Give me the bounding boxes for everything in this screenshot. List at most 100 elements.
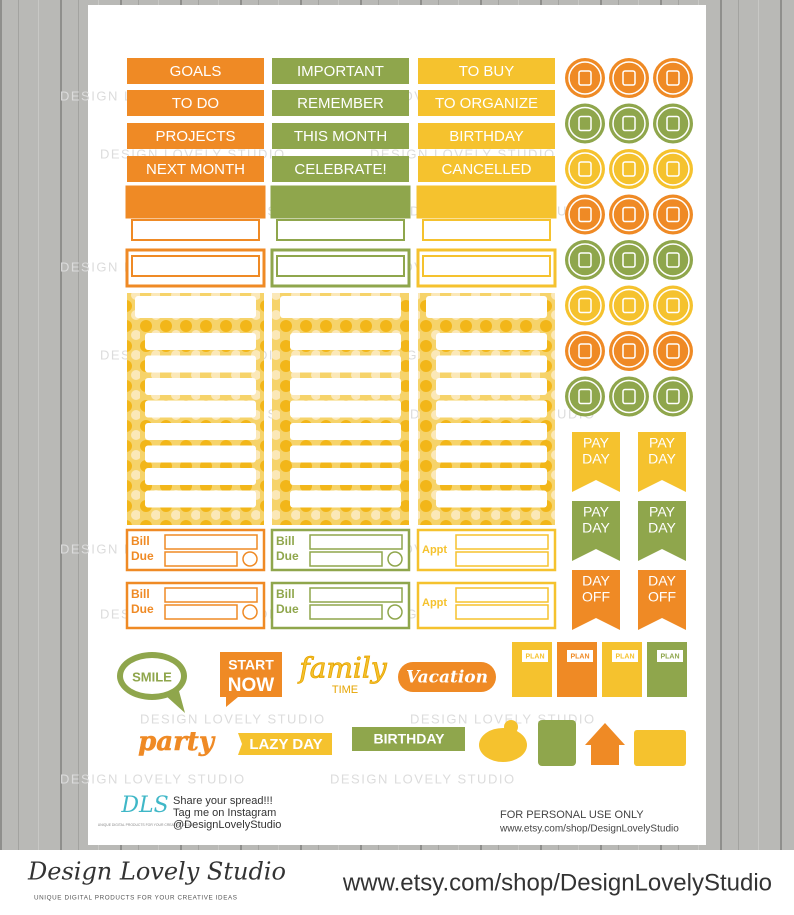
label-text: BIRTHDAY (449, 128, 523, 145)
write-box (436, 355, 547, 373)
flag-text: DAY (648, 451, 676, 467)
word-sticker: START (228, 657, 274, 673)
speech-bubble (123, 658, 181, 694)
write-box (422, 219, 551, 241)
label-text: TO BUY (459, 63, 515, 80)
icon-ring (568, 197, 602, 232)
flag-text: OFF (648, 589, 676, 605)
icon-sticker (653, 103, 693, 144)
icon-ring (612, 243, 646, 277)
label-sticker (272, 90, 409, 116)
icon (578, 388, 592, 405)
icon-sticker (609, 149, 649, 189)
write-box (309, 587, 403, 603)
label-text: REMEMBER (297, 95, 384, 112)
label-sticker (418, 90, 555, 116)
icon (666, 161, 680, 177)
icon-ring (568, 61, 602, 95)
icon (666, 388, 680, 405)
watermark: DESIGN LOVELY STUDIO (140, 711, 326, 726)
icon-sticker (653, 285, 693, 326)
write-box (455, 604, 549, 620)
label-text: NEXT MONTH (146, 161, 245, 178)
write-box (309, 551, 383, 567)
icon (622, 297, 636, 314)
icon-sticker (565, 240, 605, 280)
write-box (164, 604, 238, 620)
icon-sticker (565, 285, 605, 326)
write-box (436, 333, 547, 350)
write-box (145, 333, 256, 350)
flag-text: OFF (582, 589, 610, 605)
icon-ring (656, 334, 690, 368)
label-sticker (272, 156, 409, 182)
icon (622, 252, 636, 268)
word-sticker: TIME (332, 684, 358, 696)
write-box (145, 490, 256, 508)
flag-sticker (638, 432, 686, 492)
flag-sticker (638, 570, 686, 630)
word-sticker: NOW (228, 675, 275, 696)
word-bg (238, 733, 332, 755)
write-box (436, 400, 547, 418)
icon (622, 115, 636, 132)
flag-text: PAY (583, 504, 610, 520)
icon-ring (568, 334, 602, 368)
flag-sticker (572, 570, 620, 630)
word-sticker: party (138, 727, 216, 757)
coin (504, 720, 518, 734)
footer-tagline: UNIQUE DIGITAL PRODUCTS FOR YOUR CREATIV… (34, 895, 238, 902)
label-sticker (127, 156, 264, 182)
checkbox (242, 551, 258, 567)
label-sticker (127, 58, 264, 84)
bill-text: Bill (276, 587, 295, 601)
icon-sticker (609, 376, 649, 417)
write-box (455, 551, 549, 567)
icon-sticker (653, 58, 693, 98)
write-box (276, 219, 405, 241)
icon (578, 115, 592, 132)
icon-sticker (565, 331, 605, 371)
icon (666, 115, 680, 132)
word-sticker: family (297, 652, 388, 685)
icon-sticker (609, 285, 649, 326)
plan-label (567, 650, 593, 662)
icon (666, 206, 680, 223)
icon-ring (656, 197, 690, 232)
bill-text: Bill (131, 587, 150, 601)
footer (0, 850, 794, 915)
share-text: @DesignLovelyStudio (173, 819, 281, 831)
write-box (309, 604, 383, 620)
icon (578, 206, 592, 223)
icon (578, 161, 592, 177)
write-box (290, 378, 401, 395)
bubble-tail (165, 691, 185, 713)
icon (622, 206, 636, 223)
bill-text: Bill (131, 534, 150, 548)
label-text: TO ORGANIZE (435, 95, 538, 112)
write-box (164, 534, 258, 550)
cake-icon (634, 730, 686, 766)
icon (666, 343, 680, 359)
shop-url: www.etsy.com/shop/DesignLovelyStudio (499, 824, 679, 835)
write-box (164, 587, 258, 603)
word-sticker: Vacation (406, 668, 488, 688)
icon-sticker (565, 58, 605, 98)
flag-sticker (572, 432, 620, 492)
icon (578, 252, 592, 268)
icon (622, 343, 636, 359)
bill-text: Due (131, 602, 154, 616)
write-box (145, 468, 256, 485)
write-box (131, 255, 260, 277)
write-box (436, 490, 547, 508)
icon-ring (568, 106, 602, 141)
banner (352, 727, 465, 751)
label-text: CELEBRATE! (294, 161, 386, 178)
icon (666, 70, 680, 86)
write-box (455, 534, 549, 550)
footer-url: www.etsy.com/shop/DesignLovelyStudio (342, 869, 772, 896)
write-box (280, 296, 401, 318)
icon-ring (656, 152, 690, 186)
icon (622, 388, 636, 405)
